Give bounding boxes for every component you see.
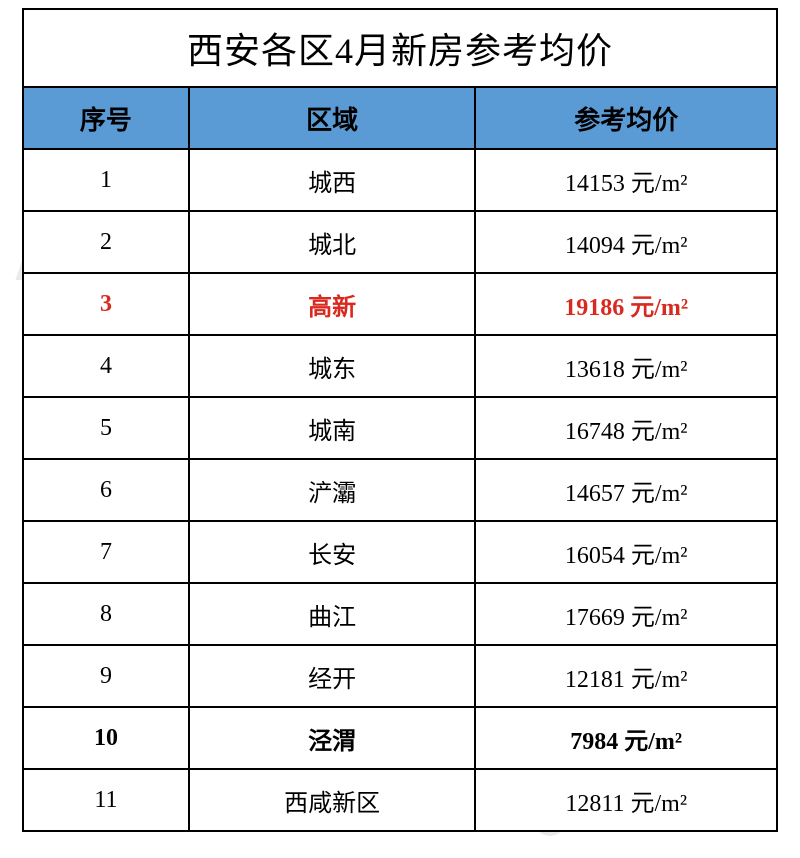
cell-price: 17669 元/m² xyxy=(475,583,777,645)
cell-region: 长安 xyxy=(189,521,476,583)
cell-index: 10 xyxy=(23,707,189,769)
cell-index: 2 xyxy=(23,211,189,273)
table-title: 西安各区4月新房参考均价 xyxy=(23,9,777,87)
cell-index: 4 xyxy=(23,335,189,397)
cell-index: 1 xyxy=(23,149,189,211)
cell-price: 13618 元/m² xyxy=(475,335,777,397)
table-row: 5城南16748 元/m² xyxy=(23,397,777,459)
cell-index: 7 xyxy=(23,521,189,583)
cell-region: 浐灞 xyxy=(189,459,476,521)
col-header-price: 参考均价 xyxy=(475,87,777,149)
cell-region: 西咸新区 xyxy=(189,769,476,831)
table-row: 3高新19186 元/m² xyxy=(23,273,777,335)
cell-price: 7984 元/m² xyxy=(475,707,777,769)
table-row: 6浐灞14657 元/m² xyxy=(23,459,777,521)
cell-region: 高新 xyxy=(189,273,476,335)
price-table: 西安各区4月新房参考均价 序号 区域 参考均价 1城西14153 元/m²2城北… xyxy=(22,8,778,832)
table-row: 9经开12181 元/m² xyxy=(23,645,777,707)
cell-price: 16054 元/m² xyxy=(475,521,777,583)
table-row: 2城北14094 元/m² xyxy=(23,211,777,273)
cell-index: 3 xyxy=(23,273,189,335)
cell-price: 14094 元/m² xyxy=(475,211,777,273)
cell-index: 11 xyxy=(23,769,189,831)
title-row: 西安各区4月新房参考均价 xyxy=(23,9,777,87)
cell-index: 8 xyxy=(23,583,189,645)
table-row: 8曲江17669 元/m² xyxy=(23,583,777,645)
col-header-index: 序号 xyxy=(23,87,189,149)
cell-price: 14153 元/m² xyxy=(475,149,777,211)
cell-price: 14657 元/m² xyxy=(475,459,777,521)
col-header-region: 区域 xyxy=(189,87,476,149)
cell-region: 城南 xyxy=(189,397,476,459)
cell-index: 9 xyxy=(23,645,189,707)
cell-region: 泾渭 xyxy=(189,707,476,769)
cell-index: 6 xyxy=(23,459,189,521)
cell-price: 19186 元/m² xyxy=(475,273,777,335)
table-row: 11西咸新区12811 元/m² xyxy=(23,769,777,831)
cell-price: 16748 元/m² xyxy=(475,397,777,459)
cell-region: 城北 xyxy=(189,211,476,273)
cell-region: 城东 xyxy=(189,335,476,397)
cell-index: 5 xyxy=(23,397,189,459)
cell-region: 曲江 xyxy=(189,583,476,645)
cell-price: 12181 元/m² xyxy=(475,645,777,707)
cell-region: 经开 xyxy=(189,645,476,707)
table-row: 4城东13618 元/m² xyxy=(23,335,777,397)
header-row: 序号 区域 参考均价 xyxy=(23,87,777,149)
cell-price: 12811 元/m² xyxy=(475,769,777,831)
cell-region: 城西 xyxy=(189,149,476,211)
table-row: 1城西14153 元/m² xyxy=(23,149,777,211)
table-row: 10泾渭7984 元/m² xyxy=(23,707,777,769)
table-row: 7长安16054 元/m² xyxy=(23,521,777,583)
